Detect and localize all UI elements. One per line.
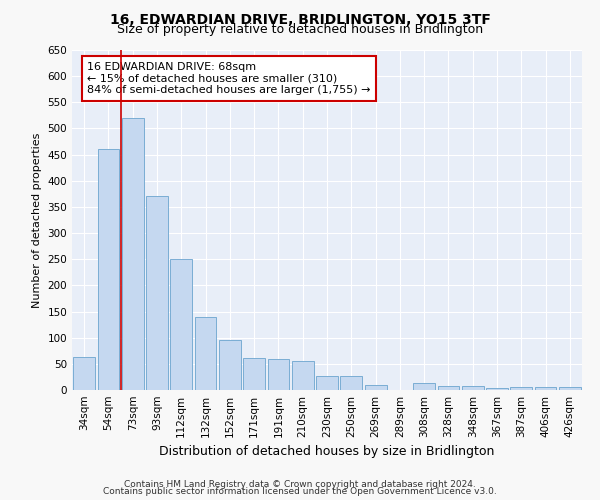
Bar <box>486 388 508 390</box>
Bar <box>316 376 338 390</box>
Bar <box>413 383 435 390</box>
Text: Contains HM Land Registry data © Crown copyright and database right 2024.: Contains HM Land Registry data © Crown c… <box>124 480 476 489</box>
Bar <box>462 386 484 390</box>
Bar <box>243 358 265 390</box>
Bar <box>170 259 192 390</box>
Bar <box>194 317 217 390</box>
Text: 16, EDWARDIAN DRIVE, BRIDLINGTON, YO15 3TF: 16, EDWARDIAN DRIVE, BRIDLINGTON, YO15 3… <box>110 12 490 26</box>
Y-axis label: Number of detached properties: Number of detached properties <box>32 132 42 308</box>
X-axis label: Distribution of detached houses by size in Bridlington: Distribution of detached houses by size … <box>160 446 494 458</box>
Bar <box>219 340 241 390</box>
Bar <box>535 388 556 390</box>
Bar <box>122 118 143 390</box>
Bar <box>292 360 314 390</box>
Text: Size of property relative to detached houses in Bridlington: Size of property relative to detached ho… <box>117 22 483 36</box>
Bar <box>340 376 362 390</box>
Bar <box>365 385 386 390</box>
Text: Contains public sector information licensed under the Open Government Licence v3: Contains public sector information licen… <box>103 487 497 496</box>
Bar <box>511 388 532 390</box>
Bar <box>437 386 460 390</box>
Bar <box>268 358 289 390</box>
Bar <box>97 150 119 390</box>
Bar <box>146 196 168 390</box>
Bar <box>559 388 581 390</box>
Text: 16 EDWARDIAN DRIVE: 68sqm
← 15% of detached houses are smaller (310)
84% of semi: 16 EDWARDIAN DRIVE: 68sqm ← 15% of detac… <box>88 62 371 95</box>
Bar <box>73 357 95 390</box>
